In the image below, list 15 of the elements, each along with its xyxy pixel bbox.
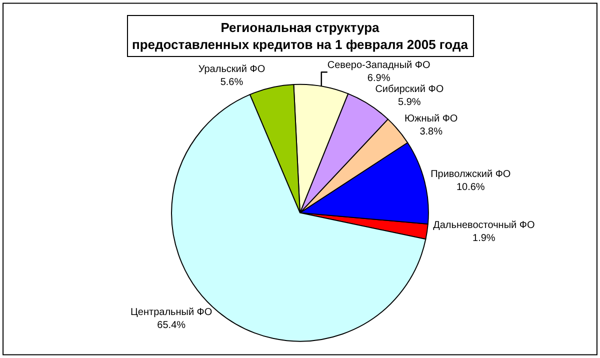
slice-label: Приволжский ФО xyxy=(430,168,511,180)
data-label: 5.9% xyxy=(398,97,421,108)
data-label: 6.9% xyxy=(367,73,390,84)
data-label: 65.4% xyxy=(157,320,186,332)
data-label: 5.6% xyxy=(220,77,244,88)
slice-label: Уральский ФО xyxy=(198,64,266,76)
chart-title: Региональная структура предоставленных кредитов на 1 февраля 2005 года xyxy=(132,20,469,52)
slice-label: Южный ФО xyxy=(404,113,458,124)
data-label: 3.8% xyxy=(420,126,443,138)
slice-label: Сибирский ФО xyxy=(375,84,444,96)
slice-label: Северо-Западный ФО xyxy=(327,60,430,72)
data-label: 10.6% xyxy=(456,182,485,193)
slice-label: Центральный ФО xyxy=(130,307,212,318)
slice-label: Дальневосточный ФО xyxy=(433,220,535,231)
data-label: 1.9% xyxy=(472,232,496,244)
